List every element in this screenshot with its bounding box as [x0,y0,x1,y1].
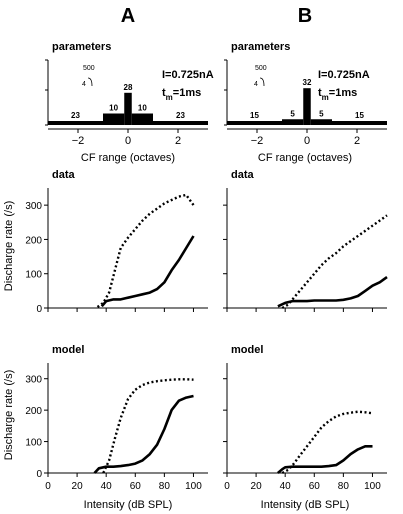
panel-b-data [223,188,388,312]
x-tick-label: 20 [72,481,84,492]
cf-xlabel-a: CF range (octaves) [81,152,175,164]
intensity-xlabel-b: Intensity (dB SPL) [261,499,350,511]
bar [303,88,311,125]
bar [103,113,125,125]
scale-bracket [87,77,93,87]
x-tick-label: 40 [101,481,113,492]
x-tick-label: 80 [338,481,350,492]
dotted-series-line [96,193,195,308]
panel-b-model: 0 20 40 60 80 100 [223,363,387,492]
y-tick-label: 300 [25,201,42,212]
bar-value-label: 32 [303,78,312,87]
bar [153,121,208,125]
parameter-annotation-b: I=0.725nA tm=1ms [318,69,370,102]
scale-bracket [259,77,265,87]
panel-a-model: 0 100 200 300 0 20 40 60 80 100 [25,363,208,492]
parameters-title-b: parameters [231,41,290,53]
x-tick-label: 60 [130,481,142,492]
bar-value-label: 28 [124,83,133,92]
bar-value-label: 15 [250,111,259,120]
rate-ylabel-model: Discharge rate (/s) [3,370,15,460]
x-tick-label: 2 [354,135,360,147]
bar [282,119,304,125]
intensity-xlabel-a: Intensity (dB SPL) [84,499,173,511]
x-tick-label: 40 [280,481,292,492]
x-tick-label: 20 [251,481,263,492]
bar-value-label: 23 [71,111,80,120]
x-tick-label: 0 [125,135,131,147]
scale-marker-b: 500 4 [254,65,267,88]
bar-value-label: 10 [138,104,147,113]
bar [124,92,132,125]
panel-b-parameters: 15 5 32 5 15 −2 0 2 [224,59,387,147]
bar [48,121,103,125]
current-label: I=0.725nA [162,69,214,81]
bar [332,121,387,125]
model-title-b: model [231,344,263,356]
bar-value-label: 10 [109,104,118,113]
dotted-series-line [281,214,388,310]
solid-series-line [277,276,388,308]
x-tick-label: 2 [175,135,181,147]
column-label-b: B [298,5,312,27]
cf-xlabel-b: CF range (octaves) [258,152,352,164]
y-tick-label: 100 [25,438,42,449]
model-title-a: model [52,344,84,356]
solid-series-line [93,394,194,474]
panel-a-data: 0 100 200 300 [25,188,208,315]
dotted-series-line [281,410,373,475]
column-label-a: A [121,5,135,27]
x-tick-label: 100 [364,481,381,492]
scale-top-label: 500 [83,65,95,72]
x-tick-label: 0 [45,481,51,492]
solid-series-line [277,444,373,474]
y-tick-label: 300 [25,375,42,386]
data-title-b: data [231,169,255,181]
parameters-title-a: parameters [52,41,111,53]
dotted-series-line [102,378,194,474]
y-tick-label: 200 [25,406,42,417]
y-tick-label: 100 [25,270,42,281]
scale-bottom-label: 4 [254,81,258,88]
scale-bottom-label: 4 [82,81,86,88]
y-tick-label: 0 [36,304,42,315]
bar-value-label: 5 [319,109,324,118]
bar [131,113,153,125]
bar-value-label: 15 [355,111,364,120]
x-tick-label: −2 [72,135,85,147]
parameter-annotation-a: I=0.725nA tm=1ms [162,69,214,102]
scale-top-label: 500 [255,65,267,72]
bar [227,121,282,125]
scale-marker-a: 500 4 [82,65,95,88]
tm-label: tm=1ms [318,87,357,102]
y-tick-label: 200 [25,235,42,246]
x-tick-label: 100 [185,481,202,492]
bar [310,119,332,125]
bar-value-label: 23 [176,111,185,120]
current-label: I=0.725nA [318,69,370,81]
x-tick-label: 0 [224,481,230,492]
y-tick-label: 0 [36,469,42,480]
bar-value-label: 5 [290,109,295,118]
data-title-a: data [52,169,76,181]
solid-series-line [100,235,195,308]
x-tick-label: 0 [304,135,310,147]
tm-label: tm=1ms [162,87,201,102]
panel-a-parameters: 23 10 28 10 23 −2 0 2 [45,59,208,147]
x-tick-label: −2 [251,135,264,147]
x-tick-label: 60 [309,481,321,492]
rate-ylabel-data: Discharge rate (/s) [3,201,15,291]
x-tick-label: 80 [159,481,171,492]
